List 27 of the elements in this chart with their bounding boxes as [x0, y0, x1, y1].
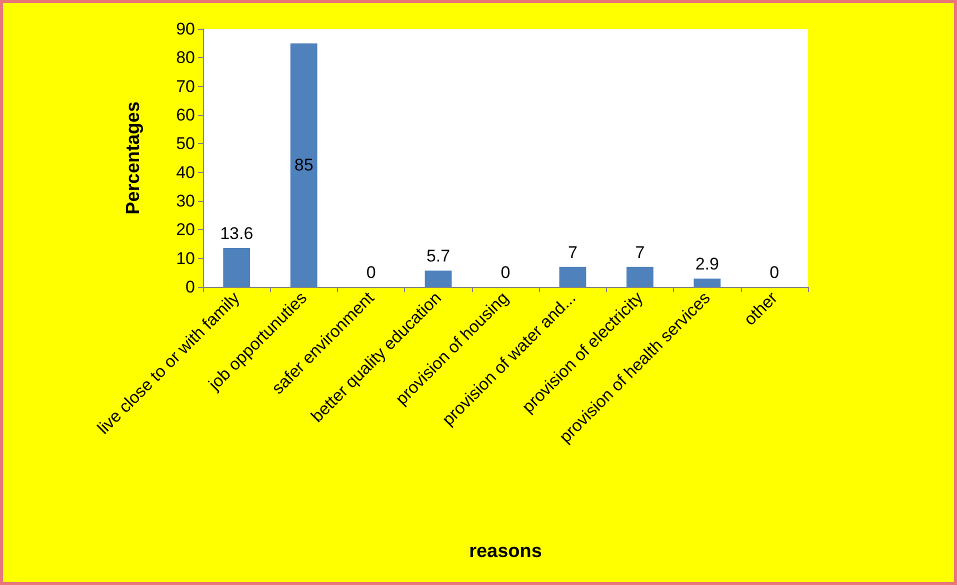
- y-tick-label: 0: [186, 278, 195, 296]
- data-label: 7: [568, 242, 578, 262]
- bar: [424, 270, 452, 287]
- y-tick-label: 60: [176, 106, 195, 124]
- data-label: 7: [635, 242, 645, 262]
- y-tick-label: 10: [176, 248, 195, 268]
- x-axis-title: reasons: [469, 541, 542, 562]
- y-tick-label: 80: [176, 48, 195, 68]
- y-tick-label: 90: [176, 20, 195, 38]
- bar: [559, 266, 586, 287]
- bar: [626, 266, 654, 287]
- bar: [694, 278, 721, 287]
- data-label: 85: [294, 156, 314, 175]
- y-tick-label: 40: [176, 162, 195, 182]
- data-label: 0: [770, 263, 780, 282]
- bar: [290, 43, 318, 287]
- y-axis-title: Percentages: [123, 101, 144, 215]
- y-tick-label: 30: [176, 192, 195, 210]
- data-label: 13.6: [220, 224, 254, 244]
- data-label: 2.9: [695, 254, 719, 274]
- data-label: 0: [500, 263, 510, 282]
- y-tick-label: 70: [176, 76, 195, 96]
- y-tick-label: 50: [176, 134, 195, 154]
- y-tick-label: 20: [176, 220, 195, 240]
- bar: [223, 248, 250, 287]
- data-label: 5.7: [426, 246, 450, 266]
- data-label: 0: [366, 263, 376, 282]
